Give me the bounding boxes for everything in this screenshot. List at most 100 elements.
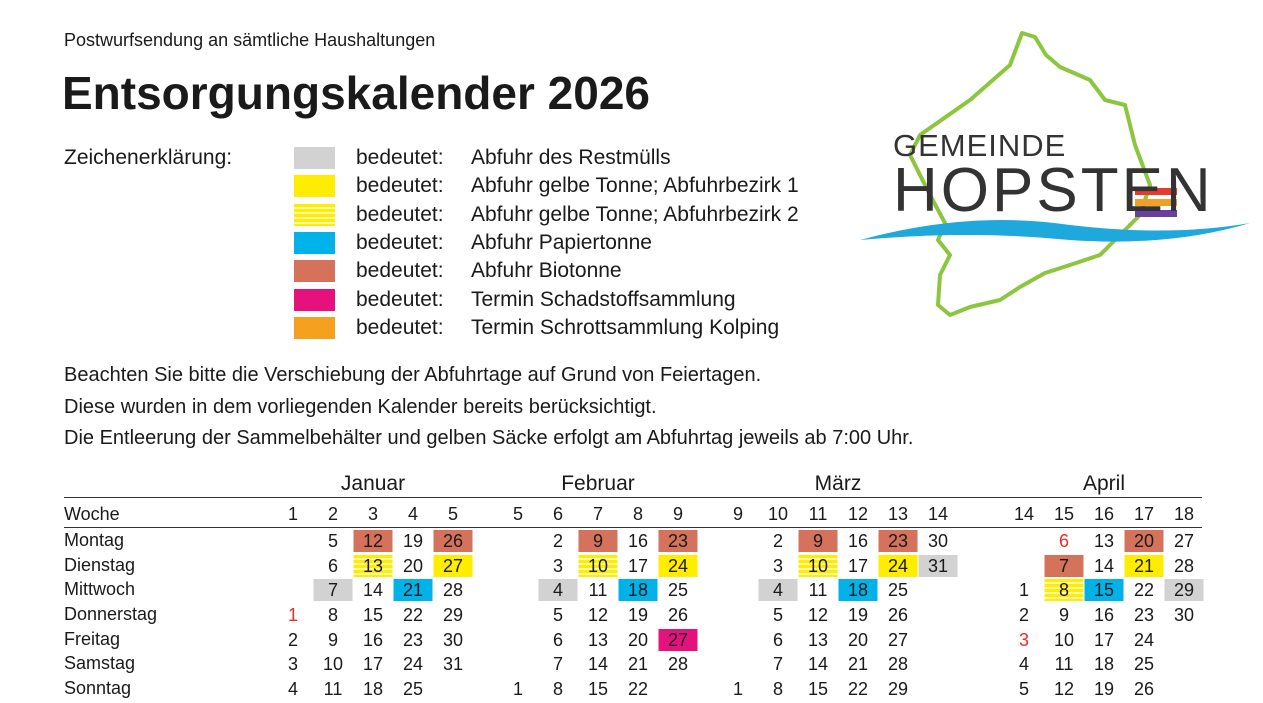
week-number: 3 <box>367 504 379 524</box>
day: 15 <box>807 679 829 699</box>
legend-text: Termin Schrottsammlung Kolping <box>471 315 780 339</box>
day: 9 <box>1058 605 1069 625</box>
day: 3 <box>772 556 783 576</box>
day: 27 <box>887 630 909 650</box>
day: 31 <box>442 654 464 674</box>
day: 22 <box>1133 580 1155 600</box>
day: 10 <box>1053 630 1075 650</box>
legend-swatch <box>294 288 335 311</box>
day: 8 <box>327 605 338 625</box>
day: 11 <box>588 580 608 600</box>
day: 17 <box>1093 630 1115 650</box>
day: 1 <box>287 605 298 625</box>
day: 1 <box>1018 580 1029 600</box>
logo-name: HOPSTEN <box>893 156 1214 225</box>
day: 3 <box>287 654 298 674</box>
day: 26 <box>1133 679 1155 699</box>
week-number: 7 <box>592 504 604 524</box>
day: 29 <box>1164 579 1204 601</box>
day: 30 <box>442 630 464 650</box>
day: 25 <box>402 679 424 699</box>
logo-top: GEMEINDE <box>893 128 1067 163</box>
day: 24 <box>1133 630 1155 650</box>
day: 5 <box>552 605 563 625</box>
logo-graphic <box>860 31 1250 317</box>
day: 3 <box>552 556 563 576</box>
day: 4 <box>1018 654 1029 674</box>
week-number: 1 <box>287 504 299 524</box>
day: 7 <box>552 654 563 674</box>
day: 19 <box>847 605 869 625</box>
day: 1 <box>512 679 523 699</box>
day: 15 <box>1084 579 1124 601</box>
day: 11 <box>808 580 828 600</box>
week-number: 6 <box>552 504 564 524</box>
day: 29 <box>887 679 909 699</box>
legend-prefix: bedeutet: <box>356 287 444 311</box>
legend-label: Zeichenerklärung: <box>64 146 233 169</box>
week-number: 12 <box>847 504 869 524</box>
day: 17 <box>847 556 869 576</box>
legend-text: Abfuhr Papiertonne <box>471 230 652 254</box>
day: 23 <box>402 630 424 650</box>
day: 28 <box>1173 556 1195 576</box>
day: 20 <box>627 630 649 650</box>
day: 10 <box>798 555 838 577</box>
day: 8 <box>772 679 783 699</box>
day: 6 <box>1058 531 1069 551</box>
legend-prefix: bedeutet: <box>356 230 444 254</box>
day: 6 <box>327 556 338 576</box>
legend-text: Abfuhr gelbe Tonne; Abfuhrbezirk 1 <box>471 174 799 198</box>
week-number: 15 <box>1053 504 1075 524</box>
legend-swatch <box>294 231 335 254</box>
day: 20 <box>402 556 424 576</box>
day: 26 <box>887 605 909 625</box>
day: 14 <box>1093 556 1115 576</box>
legend-swatch <box>294 203 335 226</box>
day: 23 <box>878 530 918 552</box>
day: 27 <box>433 555 473 577</box>
day: 23 <box>1133 605 1155 625</box>
legend-prefix: bedeutet: <box>356 202 444 226</box>
day: 2 <box>1018 605 1029 625</box>
legend-prefix: bedeutet: <box>356 146 444 169</box>
day: 13 <box>807 630 829 650</box>
day: 9 <box>578 530 618 552</box>
day: 30 <box>1173 605 1195 625</box>
legend-prefix: bedeutet: <box>356 315 444 339</box>
day: 7 <box>772 654 783 674</box>
day: 30 <box>927 531 949 551</box>
day: 13 <box>587 630 609 650</box>
week-number: 14 <box>927 504 949 524</box>
day: 19 <box>1093 679 1115 699</box>
day: 1 <box>732 679 743 699</box>
day: 11 <box>323 679 343 699</box>
day: 15 <box>587 679 609 699</box>
day: 24 <box>658 555 698 577</box>
day: 4 <box>538 579 578 601</box>
day: 9 <box>327 630 338 650</box>
day: 18 <box>1093 654 1115 674</box>
day: 15 <box>362 605 384 625</box>
week-number: 4 <box>407 504 419 524</box>
note: Beachten Sie bitte die Verschiebung der … <box>64 364 762 386</box>
day: 10 <box>578 555 618 577</box>
day: 17 <box>627 556 649 576</box>
legend-swatch <box>294 147 335 169</box>
day: 20 <box>847 630 869 650</box>
legend-swatch <box>294 175 335 198</box>
day: 5 <box>772 605 783 625</box>
row-label: Samstag <box>64 653 136 673</box>
day: 17 <box>362 654 384 674</box>
week-number: 16 <box>1093 504 1115 524</box>
day: 10 <box>322 654 344 674</box>
day: 21 <box>847 654 869 674</box>
day: 16 <box>847 531 869 551</box>
row-label: Freitag <box>64 629 121 649</box>
legend-text: Termin Schadstoffsammlung <box>471 287 736 311</box>
day: 22 <box>402 605 424 625</box>
day: 11 <box>1054 654 1074 674</box>
day: 24 <box>402 654 424 674</box>
month-name: April <box>1082 472 1126 495</box>
legend-swatch <box>294 316 335 339</box>
